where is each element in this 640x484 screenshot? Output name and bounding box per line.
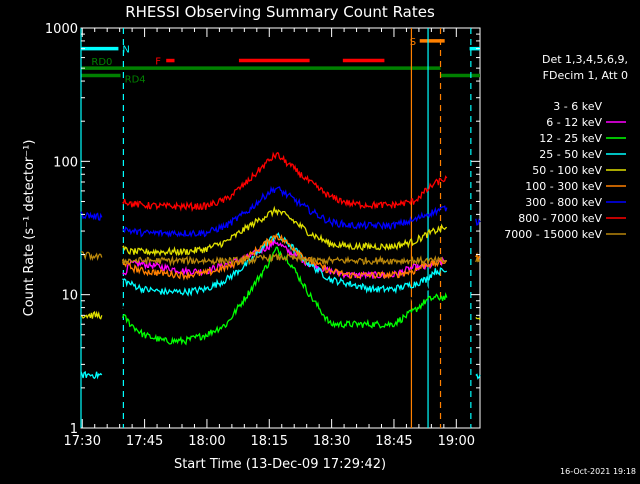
series-line-25-50-kev (475, 373, 481, 380)
legend-label: 7000 - 15000 keV (504, 228, 602, 241)
series-line-6-12-kev (122, 239, 447, 281)
x-tick-label: 18:15 (251, 434, 288, 449)
x-axis-label: Start Time (13-Dec-09 17:29:42) (174, 457, 386, 472)
legend-header-line-1: Det 1,3,4,5,6,9, (541, 53, 628, 66)
legend-label: 50 - 100 keV (532, 164, 602, 177)
series-line-800-7000-kev (122, 151, 448, 213)
series-line-100-300-kev (121, 233, 448, 281)
legend-header: Det 1,3,4,5,6,9, FDecim 1, Att 0 (542, 52, 628, 84)
series-line-7000-15000-kev (121, 252, 447, 267)
legend-label: 800 - 7000 keV (518, 212, 602, 225)
series-line-25-50-kev (80, 370, 103, 380)
legend-label: 6 - 12 keV (546, 116, 602, 129)
series-line-300-800-kev (475, 218, 481, 226)
flag-label-s: S (410, 37, 416, 48)
legend: 3 - 6 keV 6 - 12 keV 12 - 25 keV 25 - 50 ke… (504, 100, 626, 241)
x-tick-label: 19:00 (438, 434, 475, 449)
y-tick-label: 1 (70, 422, 78, 437)
x-tick-label: 18:30 (313, 434, 350, 449)
series-line-50-100-kev (80, 310, 103, 320)
legend-label: 12 - 25 keV (539, 132, 602, 145)
series-line-300-800-kev (80, 211, 103, 221)
x-tick-label: 18:45 (375, 434, 412, 449)
series-line-300-800-kev (122, 185, 448, 238)
vertical-markers-layer (80, 28, 472, 428)
axes-layer: 17:30 17:45 18:00 18:15 18:30 18:45 19:00 1 10 10… (45, 22, 480, 449)
legend-label: 300 - 800 keV (525, 196, 602, 209)
flag-label-rd0: RD0 (91, 57, 112, 68)
series-line-7000-15000-kev (475, 255, 481, 263)
legend-label: 100 - 300 keV (525, 180, 602, 193)
legend-label: 3 - 6 keV (553, 100, 602, 113)
flag-label-n: N (122, 45, 129, 56)
x-tick-label: 17:30 (64, 434, 101, 449)
flag-label-rd4: RD4 (125, 75, 146, 86)
series-line-50-100-kev (475, 316, 481, 321)
series-layer (80, 151, 481, 380)
y-axis-label: Count Rate (s⁻¹ detector⁻¹) (22, 140, 37, 317)
series-line-7000-15000-kev (80, 251, 103, 261)
series-line-3-6-kev (122, 255, 448, 317)
legend-header-line-2: FDecim 1, Att 0 (542, 69, 628, 82)
generation-timestamp: 16-Oct-2021 19:18 (560, 467, 636, 476)
series-line-50-100-kev (122, 205, 448, 258)
y-tick-label: 10 (61, 289, 78, 304)
y-tick-label: 100 (53, 155, 78, 170)
legend-label: 25 - 50 keV (539, 148, 602, 161)
x-tick-label: 18:00 (188, 434, 225, 449)
plot-frame (80, 27, 481, 429)
y-tick-label: 1000 (45, 22, 78, 37)
flag-bars-layer: N S F RD0 RD4 (81, 37, 480, 86)
chart-title: RHESSI Observing Summary Count Rates (125, 3, 435, 21)
series-line-25-50-kev (122, 231, 448, 297)
x-tick-label: 17:45 (126, 434, 163, 449)
flag-label-f: F (155, 57, 161, 68)
